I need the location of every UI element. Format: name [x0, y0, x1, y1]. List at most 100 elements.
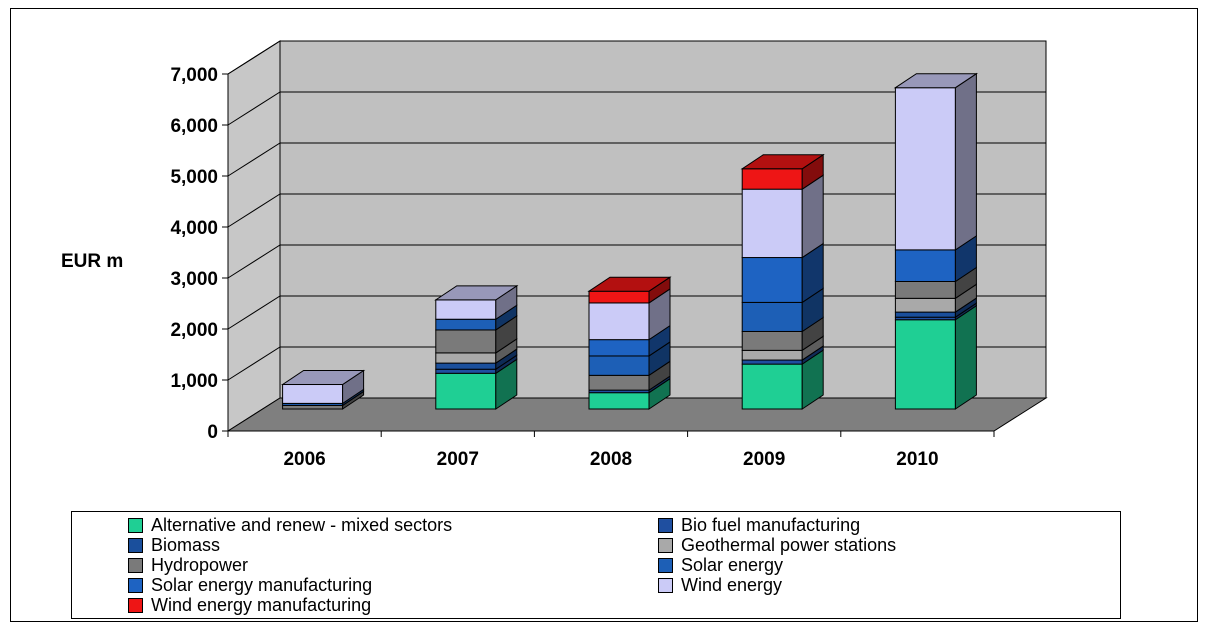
bar-segment	[894, 234, 977, 283]
x-tick-label: 2009	[743, 449, 785, 470]
bar-front	[894, 297, 956, 313]
bar-front	[588, 374, 650, 391]
bar-front	[435, 372, 497, 410]
bar-front	[282, 404, 344, 410]
bar-front	[741, 363, 803, 410]
bar-segment	[280, 369, 366, 405]
legend-label: Biomass	[151, 534, 221, 555]
legend-label: Wind energy manufacturing	[151, 594, 372, 615]
y-tick-label: 0	[207, 422, 218, 443]
bar-front	[435, 362, 497, 370]
legend-label: Geothermal power stations	[681, 534, 897, 555]
bar-segment	[435, 315, 518, 354]
bar-segment	[588, 287, 671, 341]
bar-top	[893, 73, 979, 89]
y-tick-label: 3,000	[170, 269, 218, 290]
y-tick-label: 6,000	[170, 116, 218, 137]
bar-front	[588, 302, 650, 341]
legend-label: Wind energy	[681, 574, 783, 595]
legend-label: Bio fuel manufacturing	[681, 514, 861, 535]
bar-segment	[434, 284, 519, 321]
legend: Alternative and renew - mixed sectors Bio…	[71, 511, 1121, 619]
bar-front	[435, 299, 497, 320]
x-tick-label: 2008	[590, 449, 632, 470]
bar-front	[435, 329, 497, 354]
chart-plot: 0 1,000 2,000 3,000 4,000 5,000 6,000 7,000 200…	[61, 40, 1048, 470]
legend-item: Wind energy manufacturing	[128, 595, 371, 615]
y-tick-label: 4,000	[170, 218, 218, 239]
bar-segment	[741, 287, 824, 333]
legend-label: Hydropower	[151, 554, 249, 575]
bar-top	[587, 276, 672, 292]
bar-front	[741, 188, 803, 259]
bar-front	[588, 355, 650, 376]
legend-swatch	[658, 517, 673, 533]
x-tick-label: 2006	[283, 449, 325, 470]
bar-segment	[894, 304, 977, 410]
bar-front	[741, 349, 803, 361]
bar-front	[588, 290, 650, 304]
bar-front	[894, 319, 956, 410]
legend-item: Hydropower	[128, 555, 248, 575]
bar-segment	[435, 358, 518, 410]
bar-front	[894, 87, 956, 251]
bar-segment	[588, 341, 671, 377]
legend-label: Alternative and renew - mixed sectors	[151, 514, 453, 535]
legend-item: Solar energy manufacturing	[128, 575, 372, 595]
gridline	[227, 91, 1046, 126]
legend-item: Solar energy	[658, 555, 783, 575]
y-tick-label: 1,000	[170, 371, 218, 392]
bar-top	[434, 285, 519, 301]
legend-swatch	[128, 597, 143, 613]
legend-label: Solar energy manufacturing	[151, 574, 373, 595]
y-tick-label: 5,000	[170, 167, 218, 188]
legend-item: Alternative and renew - mixed sectors	[128, 515, 452, 535]
chart-frame: 0 1,000 2,000 3,000 4,000 5,000 6,000 7,000 200…	[10, 8, 1198, 622]
bar-front	[282, 384, 344, 404]
bar-front	[894, 249, 956, 283]
bar-front	[588, 339, 650, 357]
x-tick-label: 2007	[437, 449, 479, 470]
y-tick-label: 2,000	[170, 320, 218, 341]
bar-segment	[740, 153, 825, 191]
bar-top	[740, 154, 825, 170]
bar-segment	[587, 276, 672, 304]
side-wall	[227, 40, 281, 432]
legend-swatch	[128, 517, 143, 533]
legend-item: Geothermal power stations	[658, 535, 896, 555]
bar-front	[588, 392, 650, 410]
bar-segment	[893, 72, 979, 251]
bar-top	[280, 370, 366, 386]
legend-swatch	[128, 537, 143, 553]
bar-front	[435, 318, 497, 331]
legend-swatch	[658, 577, 673, 593]
bar-side	[954, 72, 977, 251]
bar-front	[435, 368, 497, 374]
bar-front	[435, 352, 497, 364]
legend-item: Bio fuel manufacturing	[658, 515, 860, 535]
y-axis-title: EUR m	[61, 251, 123, 272]
bar-front	[741, 330, 803, 351]
bar-front	[894, 281, 956, 299]
legend-label: Solar energy	[681, 554, 784, 575]
legend-swatch	[128, 577, 143, 593]
x-tick-label: 2010	[896, 449, 938, 470]
legend-item: Wind energy	[658, 575, 782, 595]
bar-segment	[741, 349, 824, 410]
legend-swatch	[128, 557, 143, 573]
bar-front	[741, 168, 803, 190]
legend-item: Biomass	[128, 535, 220, 555]
bar-front	[741, 359, 803, 365]
bar-front	[741, 257, 803, 303]
bar-front	[894, 311, 956, 318]
bar-front	[741, 301, 803, 332]
legend-swatch	[658, 557, 673, 573]
bar-segment	[588, 360, 671, 392]
bar-segment	[588, 324, 671, 357]
bar-side	[954, 304, 977, 410]
y-tick-label: 7,000	[170, 65, 218, 86]
bar-segment	[741, 316, 824, 352]
gridline	[227, 40, 1046, 75]
legend-swatch	[658, 537, 673, 553]
gridline	[227, 142, 1046, 177]
